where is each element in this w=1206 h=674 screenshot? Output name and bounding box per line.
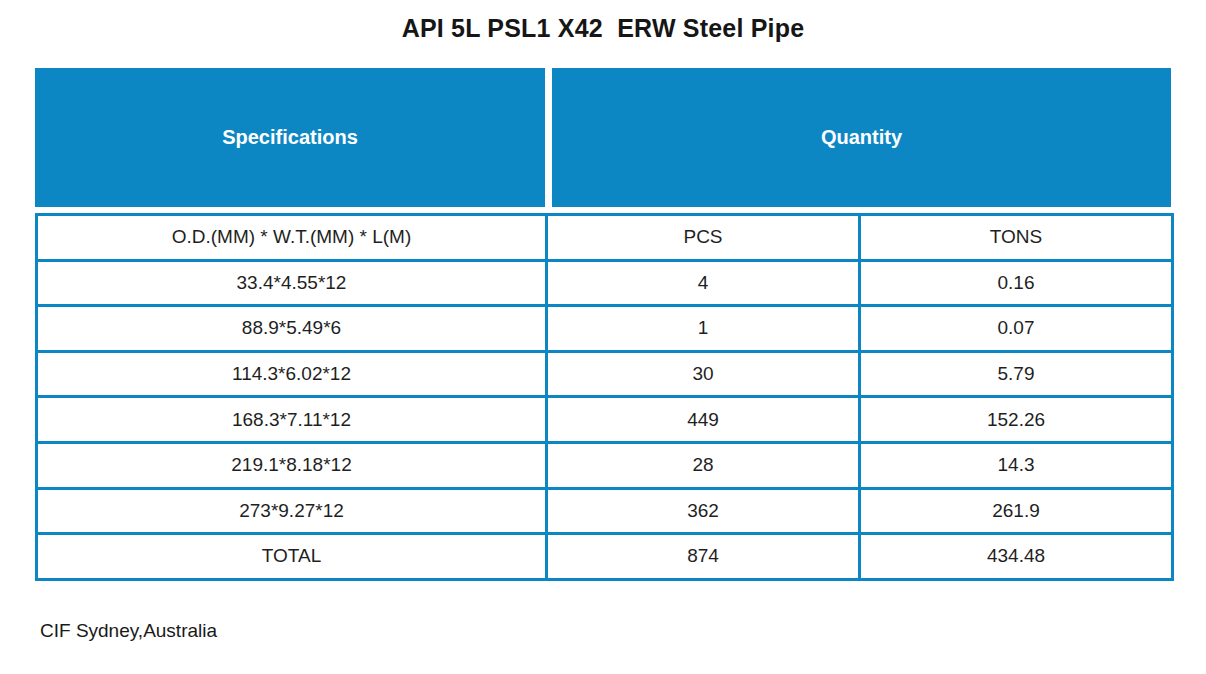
table-subheader-row: O.D.(MM) * W.T.(MM) * L(M) PCS TONS — [37, 215, 1173, 261]
table-header-row: Specifications Quantity — [35, 68, 1171, 207]
header-cell-quantity: Quantity — [552, 68, 1171, 207]
page: API 5L PSL1 X42 ERW Steel Pipe Specifica… — [0, 0, 1206, 674]
header-cell-specifications: Specifications — [35, 68, 545, 207]
pcs-cell: 30 — [547, 351, 860, 397]
pcs-cell: 28 — [547, 442, 860, 488]
total-pcs-cell: 874 — [547, 534, 860, 580]
table-row: 33.4*4.55*12 4 0.16 — [37, 260, 1173, 306]
footer-note: CIF Sydney,Australia — [40, 620, 217, 642]
total-label-cell: TOTAL — [37, 534, 547, 580]
spec-cell: 273*9.27*12 — [37, 488, 547, 534]
tons-cell: 261.9 — [860, 488, 1173, 534]
table-body: O.D.(MM) * W.T.(MM) * L(M) PCS TONS 33.4… — [35, 213, 1174, 581]
spec-cell: 168.3*7.11*12 — [37, 397, 547, 443]
pcs-cell: 362 — [547, 488, 860, 534]
total-tons-cell: 434.48 — [860, 534, 1173, 580]
table-row: 219.1*8.18*12 28 14.3 — [37, 442, 1173, 488]
pipe-quantity-table: Specifications Quantity O.D.(MM) * W.T.(… — [35, 68, 1171, 581]
spec-cell: 88.9*5.49*6 — [37, 306, 547, 352]
subheader-tons-cell: TONS — [860, 215, 1173, 261]
spec-cell: 114.3*6.02*12 — [37, 351, 547, 397]
subheader-spec-cell: O.D.(MM) * W.T.(MM) * L(M) — [37, 215, 547, 261]
table-row: 114.3*6.02*12 30 5.79 — [37, 351, 1173, 397]
tons-cell: 152.26 — [860, 397, 1173, 443]
tons-cell: 5.79 — [860, 351, 1173, 397]
table-row: 273*9.27*12 362 261.9 — [37, 488, 1173, 534]
spec-cell: 219.1*8.18*12 — [37, 442, 547, 488]
pcs-cell: 449 — [547, 397, 860, 443]
subheader-pcs-cell: PCS — [547, 215, 860, 261]
table-row: 88.9*5.49*6 1 0.07 — [37, 306, 1173, 352]
tons-cell: 14.3 — [860, 442, 1173, 488]
table-total-row: TOTAL 874 434.48 — [37, 534, 1173, 580]
spec-cell: 33.4*4.55*12 — [37, 260, 547, 306]
table-row: 168.3*7.11*12 449 152.26 — [37, 397, 1173, 443]
page-title: API 5L PSL1 X42 ERW Steel Pipe — [0, 14, 1206, 43]
tons-cell: 0.16 — [860, 260, 1173, 306]
pcs-cell: 4 — [547, 260, 860, 306]
pcs-cell: 1 — [547, 306, 860, 352]
tons-cell: 0.07 — [860, 306, 1173, 352]
